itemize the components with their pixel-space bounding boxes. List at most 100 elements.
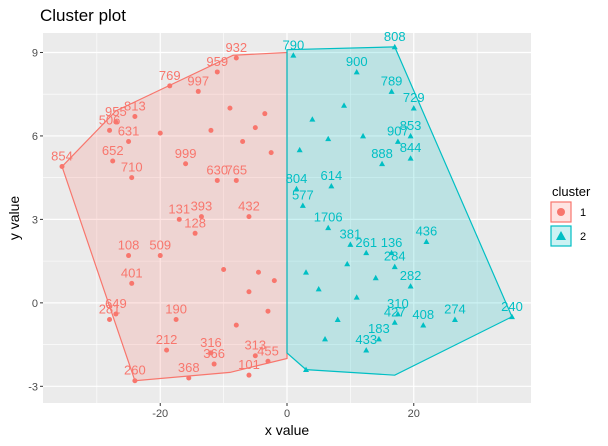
data-point-cluster-1	[59, 164, 65, 170]
data-point-cluster-1	[246, 289, 252, 295]
point-label: 506	[99, 112, 121, 127]
point-label: 190	[165, 302, 187, 317]
data-point-cluster-1	[262, 111, 268, 117]
data-point-cluster-1	[252, 353, 258, 359]
point-label: 393	[191, 199, 213, 214]
data-point-cluster-2	[299, 202, 306, 208]
point-label: 509	[149, 238, 171, 253]
data-point-cluster-1	[271, 278, 277, 284]
data-points	[59, 43, 515, 384]
point-labels: 8549327699599555068139976316527109996307…	[51, 29, 523, 378]
data-point-cluster-1	[240, 138, 246, 144]
data-point-cluster-2	[407, 132, 414, 139]
data-point-cluster-2	[379, 160, 386, 167]
point-label: 274	[444, 302, 466, 317]
data-point-cluster-2	[423, 238, 430, 245]
point-label: 959	[206, 54, 228, 69]
data-point-cluster-1	[246, 372, 252, 378]
data-point-cluster-1	[126, 253, 132, 259]
data-point-cluster-1	[107, 127, 113, 133]
point-label: 240	[501, 299, 523, 314]
point-label: 765	[225, 162, 247, 177]
data-point-cluster-2	[303, 269, 310, 275]
data-point-cluster-1	[126, 138, 132, 144]
point-label: 183	[368, 321, 390, 336]
data-point-cluster-2	[309, 116, 316, 122]
data-point-cluster-2	[420, 322, 427, 328]
point-label: 433	[355, 332, 377, 347]
data-point-cluster-1	[214, 177, 220, 183]
x-tick-label: -20	[152, 408, 168, 420]
data-point-cluster-1	[198, 214, 204, 220]
point-label: 808	[384, 29, 406, 44]
point-label: 997	[187, 73, 209, 88]
data-point-cluster-2	[353, 68, 360, 75]
point-label: 789	[381, 73, 403, 88]
point-label: 436	[416, 224, 438, 239]
data-point-cluster-2	[315, 285, 322, 292]
data-point-cluster-1	[227, 105, 233, 111]
data-point-cluster-2	[508, 313, 515, 320]
data-point-cluster-1	[214, 69, 220, 75]
data-point-cluster-1	[246, 214, 252, 220]
legend: cluster 1 2	[550, 184, 591, 247]
data-point-cluster-2	[293, 185, 300, 192]
point-label: 316	[200, 335, 222, 350]
data-point-cluster-2	[325, 224, 332, 231]
data-point-cluster-1	[208, 127, 214, 133]
data-point-cluster-2	[394, 310, 401, 317]
data-point-cluster-2	[391, 319, 398, 325]
data-point-cluster-2	[325, 135, 332, 142]
point-label: 631	[118, 123, 140, 138]
point-label: 427	[384, 304, 406, 319]
data-point-cluster-1	[132, 378, 138, 384]
point-label: 907	[387, 123, 409, 138]
x-tick-label: 20	[408, 408, 420, 420]
point-label: 854	[51, 149, 73, 164]
data-point-cluster-1	[221, 266, 227, 272]
data-point-cluster-2	[303, 366, 310, 373]
point-label: 652	[102, 143, 124, 158]
point-label: 932	[225, 40, 247, 55]
point-label: 630	[206, 162, 228, 177]
y-axis-title: y value	[6, 196, 22, 241]
point-label: 282	[400, 268, 422, 283]
point-label: 408	[412, 307, 434, 322]
legend-label-1: 1	[580, 207, 586, 219]
data-point-cluster-2	[296, 146, 303, 153]
data-point-cluster-2	[363, 347, 370, 353]
point-label: 368	[178, 360, 200, 375]
legend-title: cluster	[552, 184, 591, 199]
data-point-cluster-1	[113, 311, 119, 317]
x-tick-label: 0	[284, 408, 290, 420]
data-point-cluster-2	[407, 155, 414, 161]
x-axis-ticks: -20 0 20	[152, 403, 420, 420]
data-point-cluster-1	[164, 347, 170, 353]
data-point-cluster-1	[211, 361, 217, 367]
legend-label-2: 2	[580, 231, 586, 243]
data-point-cluster-2	[391, 263, 398, 270]
data-point-cluster-2	[388, 249, 395, 256]
data-point-cluster-2	[322, 336, 329, 342]
point-label: 888	[371, 146, 393, 161]
data-point-cluster-1	[183, 161, 189, 167]
point-label: 790	[282, 37, 304, 52]
data-point-cluster-1	[208, 350, 214, 356]
data-point-cluster-1	[186, 375, 192, 381]
data-point-cluster-1	[265, 308, 271, 314]
data-point-cluster-1	[113, 119, 119, 125]
point-label: 955	[105, 104, 127, 119]
point-label: 804	[286, 171, 308, 186]
point-label: 401	[121, 265, 143, 280]
data-point-cluster-1	[252, 125, 258, 131]
point-label: 813	[124, 98, 146, 113]
y-tick-label: 9	[32, 47, 38, 59]
data-point-cluster-1	[233, 55, 239, 61]
point-label: 261	[355, 235, 377, 250]
data-point-cluster-2	[290, 52, 297, 58]
data-point-cluster-2	[328, 183, 335, 189]
data-point-cluster-2	[388, 88, 395, 94]
data-point-cluster-2	[451, 316, 458, 322]
point-label: 900	[346, 54, 368, 69]
